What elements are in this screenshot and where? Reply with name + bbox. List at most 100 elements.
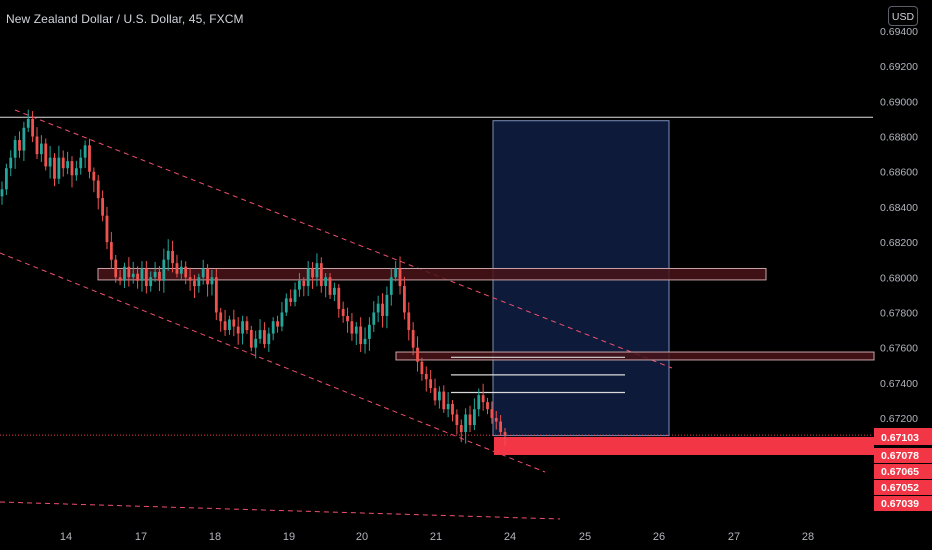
candle-body — [477, 395, 481, 410]
candle-body — [175, 263, 179, 274]
candle-body — [53, 157, 56, 179]
candle-body — [171, 250, 174, 264]
candle-body — [455, 414, 459, 426]
candle-body — [490, 409, 494, 418]
candle-body — [385, 294, 389, 316]
y-tick-label: 0.69200 — [880, 61, 918, 73]
candle-body — [302, 280, 306, 287]
price-badge — [874, 464, 932, 479]
candle-body — [61, 157, 65, 169]
candle-body — [472, 409, 476, 426]
candle-body — [70, 161, 74, 176]
candle-body — [184, 266, 188, 278]
candle-body — [219, 312, 223, 322]
price-badge — [874, 448, 932, 463]
candle-body — [232, 319, 236, 327]
current-price-badge — [874, 428, 932, 445]
candle-body — [79, 157, 83, 169]
candle-body — [424, 374, 428, 380]
candle-body — [144, 268, 148, 287]
resistance-zone — [395, 351, 875, 361]
candle-body — [4, 168, 8, 190]
candle-body — [416, 347, 419, 362]
candle-body — [241, 321, 244, 334]
candle-body — [214, 277, 218, 313]
candle-body — [136, 273, 139, 281]
x-tick-label: 27 — [728, 531, 740, 543]
candle-body — [315, 263, 319, 278]
candle-body — [44, 143, 48, 167]
candle-body — [18, 140, 21, 151]
candle-body — [48, 157, 52, 167]
y-tick-label: 0.68000 — [880, 272, 918, 284]
candle-body — [276, 321, 279, 327]
candle-body — [114, 259, 118, 278]
candle-body — [354, 326, 358, 334]
candle-body — [324, 277, 328, 287]
candle-body — [74, 168, 78, 176]
candle-body — [284, 298, 288, 313]
candle-body — [249, 330, 253, 348]
candle-body — [363, 338, 367, 345]
candle-body — [158, 271, 161, 281]
candle-body — [328, 277, 332, 295]
candle-body — [26, 118, 30, 128]
candle-body — [263, 330, 266, 345]
candle-body — [210, 277, 214, 285]
channel-lower-line — [0, 252, 546, 473]
candle-body — [394, 268, 398, 278]
candle-body — [179, 266, 183, 274]
candle-body — [105, 215, 109, 243]
candle-body — [503, 432, 507, 436]
y-tick-label: 0.68800 — [880, 132, 918, 144]
candle-body — [193, 280, 196, 287]
price-badge-label: 0.67039 — [881, 498, 919, 510]
candle-body — [359, 326, 363, 345]
candle-body — [206, 268, 209, 285]
candle-body — [123, 266, 126, 281]
channel-upper-line — [14, 109, 673, 369]
channel-outer-line — [0, 501, 561, 520]
candle-body — [92, 171, 96, 181]
candle-body — [499, 421, 503, 433]
currency-button[interactable]: USD — [888, 6, 918, 26]
candle-body — [131, 273, 135, 278]
x-tick-label: 20 — [356, 531, 368, 543]
y-tick-label: 0.68400 — [880, 202, 918, 214]
candle-body — [13, 140, 17, 158]
candle-body — [127, 266, 131, 278]
candle-body — [420, 361, 424, 375]
price-badge — [874, 480, 932, 495]
candle-body — [389, 277, 393, 295]
candle-body — [451, 403, 454, 415]
candle-body — [350, 321, 354, 334]
price-badge-label: 0.67052 — [881, 482, 919, 494]
candle-body — [437, 391, 441, 401]
candle-body — [31, 118, 35, 137]
candle-body — [341, 308, 345, 316]
candle-body — [446, 403, 450, 410]
candle-body — [481, 395, 485, 403]
candle-body — [153, 271, 157, 278]
candle-body — [118, 277, 122, 281]
price-badge — [874, 496, 932, 511]
candle-body — [464, 414, 468, 433]
candle-body — [407, 312, 411, 331]
x-tick-label: 24 — [504, 531, 516, 543]
candle-body — [346, 315, 349, 322]
candle-body — [258, 330, 262, 339]
candle-body — [433, 388, 437, 401]
candle-body — [188, 277, 192, 281]
candle-body — [96, 180, 100, 199]
candle-body — [298, 280, 301, 290]
candle-body — [280, 312, 284, 327]
current-price-label: 0.67103 — [881, 432, 919, 444]
candle-body — [0, 189, 4, 197]
candle-body — [22, 127, 26, 151]
y-tick-label: 0.67600 — [880, 343, 918, 355]
candle-body — [57, 157, 61, 179]
x-tick-label: 25 — [579, 531, 591, 543]
candle-body — [381, 303, 384, 316]
resistance-zone — [97, 267, 767, 281]
